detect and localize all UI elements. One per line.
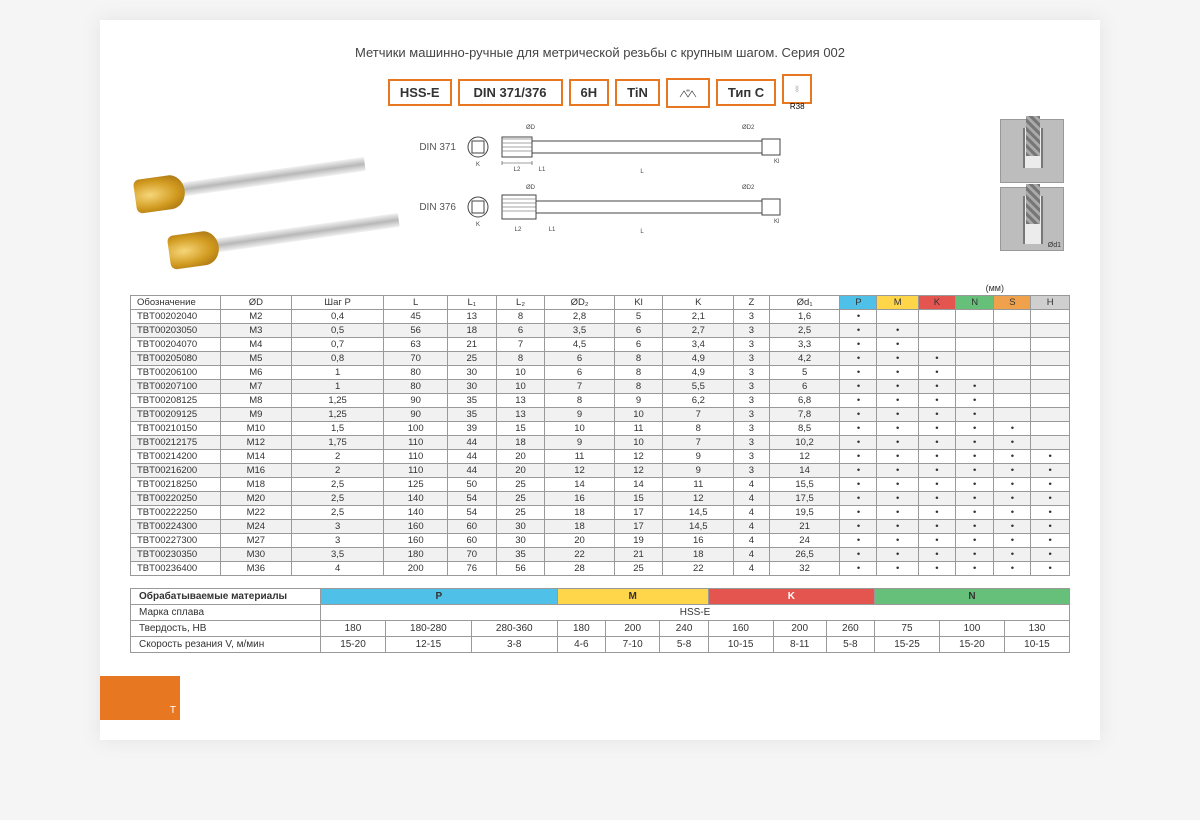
side-tab: Т: [100, 676, 180, 720]
materials-row: Марка сплаваHSS-E: [131, 605, 1070, 621]
materials-row: Скорость резания V, м/мин15-2012-153-84-…: [131, 637, 1070, 653]
col-3: L: [384, 296, 447, 310]
col-11: P: [840, 296, 877, 310]
tech-drawings: DIN 371 K L2 L1 Kl L: [406, 119, 984, 239]
col-5: L₂: [496, 296, 545, 310]
page-title: Метчики машинно-ручные для метрической р…: [130, 45, 1070, 60]
table-row: TBT00236400M3642007656282522432: [131, 562, 1070, 576]
materials-table: Обрабатываемые материалы P M K N Марка с…: [130, 588, 1070, 653]
col-0: Обозначение: [131, 296, 221, 310]
mat-group-N: N: [875, 589, 1070, 605]
materials-header: Обрабатываемые материалы: [131, 589, 321, 605]
tap-1: [128, 144, 372, 219]
svg-text:K: K: [476, 162, 480, 168]
table-row: TBT00216200M162110442012129314: [131, 464, 1070, 478]
table-row: TBT00224300M2431606030181714,5421: [131, 520, 1070, 534]
svg-text:ØD2: ØD2: [742, 125, 755, 131]
svg-text:ØD2: ØD2: [742, 185, 755, 191]
table-row: TBT00203050M30,5561863,562,732,5: [131, 324, 1070, 338]
col-4: L₁: [447, 296, 496, 310]
catalog-page: Метчики машинно-ручные для метрической р…: [100, 20, 1100, 740]
materials-row: Твердость, HB180180-280280-3601802002401…: [131, 621, 1070, 637]
din371-label: DIN 371: [406, 142, 456, 153]
mat-group-M: M: [557, 589, 708, 605]
col-6: ØD₂: [545, 296, 614, 310]
col-1: ØD: [221, 296, 292, 310]
svg-text:ØD: ØD: [526, 125, 536, 131]
svg-text:L1: L1: [539, 167, 546, 173]
col-12: M: [877, 296, 918, 310]
col-2: Шаг P: [291, 296, 384, 310]
table-row: TBT00205080M50,870258684,934,2: [131, 352, 1070, 366]
table-row: TBT00210150M101,510039151011838,5: [131, 422, 1070, 436]
col-14: N: [955, 296, 993, 310]
svg-text:60: 60: [686, 88, 690, 92]
spec-hsse: HSS-E: [388, 79, 452, 106]
col-8: K: [663, 296, 734, 310]
cross-section-thumbs: Ød1: [1000, 119, 1070, 251]
units-label: (мм): [130, 283, 1004, 293]
table-row: TBT00212175M121,7511044189107310,2: [131, 436, 1070, 450]
table-row: TBT00230350M303,51807035222118426,5: [131, 548, 1070, 562]
svg-text:L1: L1: [549, 227, 556, 233]
mat-group-K: K: [708, 589, 874, 605]
svg-text:Kl: Kl: [774, 219, 779, 225]
table-row: TBT00204070M40,7632174,563,433,3: [131, 338, 1070, 352]
thumb-through-hole: Ød1: [1000, 187, 1064, 251]
din376-label: DIN 376: [406, 202, 456, 213]
spec-flute-icon: [782, 74, 812, 104]
svg-text:L: L: [640, 169, 644, 175]
svg-text:K: K: [476, 222, 480, 228]
spec-thread-icon: 60: [666, 78, 710, 108]
spec-6h: 6H: [569, 79, 610, 106]
table-row: TBT00214200M142110442011129312: [131, 450, 1070, 464]
tool-photo: [130, 119, 390, 279]
spec-row: HSS-E DIN 371/376 6H TiN 60 Тип C R38: [130, 74, 1070, 111]
svg-text:Kl: Kl: [774, 159, 779, 165]
spec-r38: R38: [790, 102, 805, 111]
svg-text:L2: L2: [514, 167, 521, 173]
col-16: H: [1031, 296, 1070, 310]
table-row: TBT00207100M71803010785,536: [131, 380, 1070, 394]
svg-text:ØD: ØD: [526, 185, 536, 191]
table-row: TBT00227300M2731606030201916424: [131, 534, 1070, 548]
mat-group-P: P: [321, 589, 558, 605]
table-row: TBT00209125M91,25903513910737,8: [131, 408, 1070, 422]
col-15: S: [994, 296, 1031, 310]
table-row: TBT00218250M182,51255025141411415,5: [131, 478, 1070, 492]
tap-2: [162, 200, 406, 275]
col-9: Z: [734, 296, 770, 310]
spec-tin: TiN: [615, 79, 660, 106]
col-10: Ød₁: [769, 296, 840, 310]
svg-text:L2: L2: [515, 227, 522, 233]
col-13: K: [918, 296, 955, 310]
table-row: TBT00222250M222,51405425181714,5419,5: [131, 506, 1070, 520]
diagram-row: DIN 371 K L2 L1 Kl L: [130, 119, 1070, 279]
table-row: TBT00220250M202,51405425161512417,5: [131, 492, 1070, 506]
main-table: ОбозначениеØDШаг PLL₁L₂ØD₂KlKZØd₁PMKNSH …: [130, 295, 1070, 576]
svg-text:L: L: [640, 229, 644, 235]
schematic-376: K L2 L1 Kl L ØD ØD2: [462, 179, 802, 235]
table-row: TBT00202040M20,4451382,852,131,6: [131, 310, 1070, 324]
thumb-blind-hole: [1000, 119, 1064, 183]
spec-din: DIN 371/376: [458, 79, 563, 106]
schematic-371: K L2 L1 Kl L ØD ØD2: [462, 119, 802, 175]
col-7: Kl: [614, 296, 663, 310]
table-row: TBT00208125M81,25903513896,236,8: [131, 394, 1070, 408]
table-row: TBT00206100M61803010684,935: [131, 366, 1070, 380]
spec-type: Тип C: [716, 79, 776, 106]
